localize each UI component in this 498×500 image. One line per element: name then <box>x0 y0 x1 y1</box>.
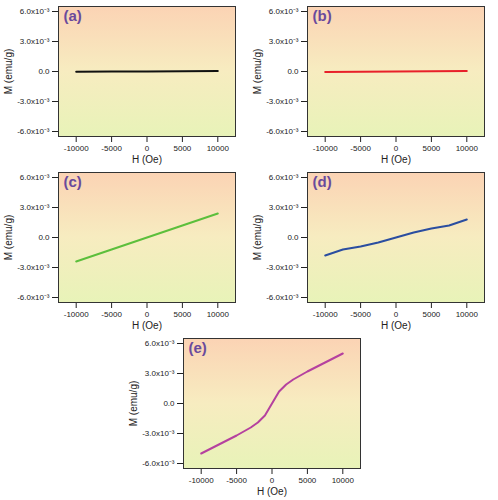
svg-text:-3.0x10⁻³: -3.0x10⁻³ <box>266 97 299 106</box>
svg-text:10000: 10000 <box>207 144 230 153</box>
svg-text:6.0x10⁻³: 6.0x10⁻³ <box>20 7 50 16</box>
svg-text:-5000: -5000 <box>350 310 371 319</box>
svg-text:5000: 5000 <box>423 310 441 319</box>
svg-text:-5000: -5000 <box>226 476 247 485</box>
svg-text:(e): (e) <box>188 339 206 356</box>
svg-text:5000: 5000 <box>174 144 192 153</box>
svg-text:3.0x10⁻³: 3.0x10⁻³ <box>269 37 299 46</box>
svg-text:-6.0x10⁻³: -6.0x10⁻³ <box>17 293 50 302</box>
svg-text:H (Oe): H (Oe) <box>381 154 411 165</box>
svg-text:-6.0x10⁻³: -6.0x10⁻³ <box>17 127 50 136</box>
svg-text:-3.0x10⁻³: -3.0x10⁻³ <box>17 97 50 106</box>
svg-text:5000: 5000 <box>423 144 441 153</box>
svg-text:6.0x10⁻³: 6.0x10⁻³ <box>269 7 299 16</box>
svg-text:-3.0x10⁻³: -3.0x10⁻³ <box>266 263 299 272</box>
svg-text:0.0: 0.0 <box>38 67 50 76</box>
svg-text:3.0x10⁻³: 3.0x10⁻³ <box>20 37 50 46</box>
svg-text:0: 0 <box>394 144 399 153</box>
svg-text:(d): (d) <box>313 173 332 190</box>
svg-text:-5000: -5000 <box>101 310 122 319</box>
svg-text:0: 0 <box>394 310 399 319</box>
svg-text:-10000: -10000 <box>188 476 213 485</box>
svg-text:-3.0x10⁻³: -3.0x10⁻³ <box>142 429 175 438</box>
svg-text:-5000: -5000 <box>101 144 122 153</box>
svg-text:M (emu/g): M (emu/g) <box>3 215 14 261</box>
svg-text:M (emu/g): M (emu/g) <box>3 49 14 95</box>
svg-text:0.0: 0.0 <box>287 233 299 242</box>
svg-text:3.0x10⁻³: 3.0x10⁻³ <box>269 203 299 212</box>
svg-text:-6.0x10⁻³: -6.0x10⁻³ <box>142 459 175 468</box>
svg-text:-10000: -10000 <box>313 144 338 153</box>
svg-text:0.0: 0.0 <box>163 399 175 408</box>
svg-text:5000: 5000 <box>298 476 316 485</box>
svg-text:-10000: -10000 <box>64 310 89 319</box>
svg-text:10000: 10000 <box>331 476 354 485</box>
svg-text:3.0x10⁻³: 3.0x10⁻³ <box>144 369 174 378</box>
svg-text:0: 0 <box>269 476 274 485</box>
svg-text:-10000: -10000 <box>64 144 89 153</box>
svg-text:(a): (a) <box>64 7 82 24</box>
svg-text:6.0x10⁻³: 6.0x10⁻³ <box>20 173 50 182</box>
svg-text:-10000: -10000 <box>313 310 338 319</box>
svg-text:(b): (b) <box>313 7 332 24</box>
svg-text:H (Oe): H (Oe) <box>132 154 162 165</box>
svg-text:H (Oe): H (Oe) <box>257 486 287 497</box>
svg-text:H (Oe): H (Oe) <box>381 320 411 331</box>
svg-text:(c): (c) <box>64 173 82 190</box>
svg-text:-3.0x10⁻³: -3.0x10⁻³ <box>17 263 50 272</box>
svg-text:5000: 5000 <box>174 310 192 319</box>
svg-text:6.0x10⁻³: 6.0x10⁻³ <box>144 339 174 348</box>
svg-text:10000: 10000 <box>456 310 479 319</box>
svg-text:H (Oe): H (Oe) <box>132 320 162 331</box>
svg-text:M (emu/g): M (emu/g) <box>252 215 263 261</box>
svg-text:3.0x10⁻³: 3.0x10⁻³ <box>20 203 50 212</box>
svg-text:-6.0x10⁻³: -6.0x10⁻³ <box>266 127 299 136</box>
svg-text:0.0: 0.0 <box>287 67 299 76</box>
svg-text:0: 0 <box>145 310 150 319</box>
svg-text:0.0: 0.0 <box>38 233 50 242</box>
svg-text:-5000: -5000 <box>350 144 371 153</box>
svg-text:-6.0x10⁻³: -6.0x10⁻³ <box>266 293 299 302</box>
svg-text:M (emu/g): M (emu/g) <box>252 49 263 95</box>
svg-text:10000: 10000 <box>207 310 230 319</box>
svg-text:6.0x10⁻³: 6.0x10⁻³ <box>269 173 299 182</box>
svg-text:M (emu/g): M (emu/g) <box>127 381 138 427</box>
svg-text:10000: 10000 <box>456 144 479 153</box>
svg-text:0: 0 <box>145 144 150 153</box>
